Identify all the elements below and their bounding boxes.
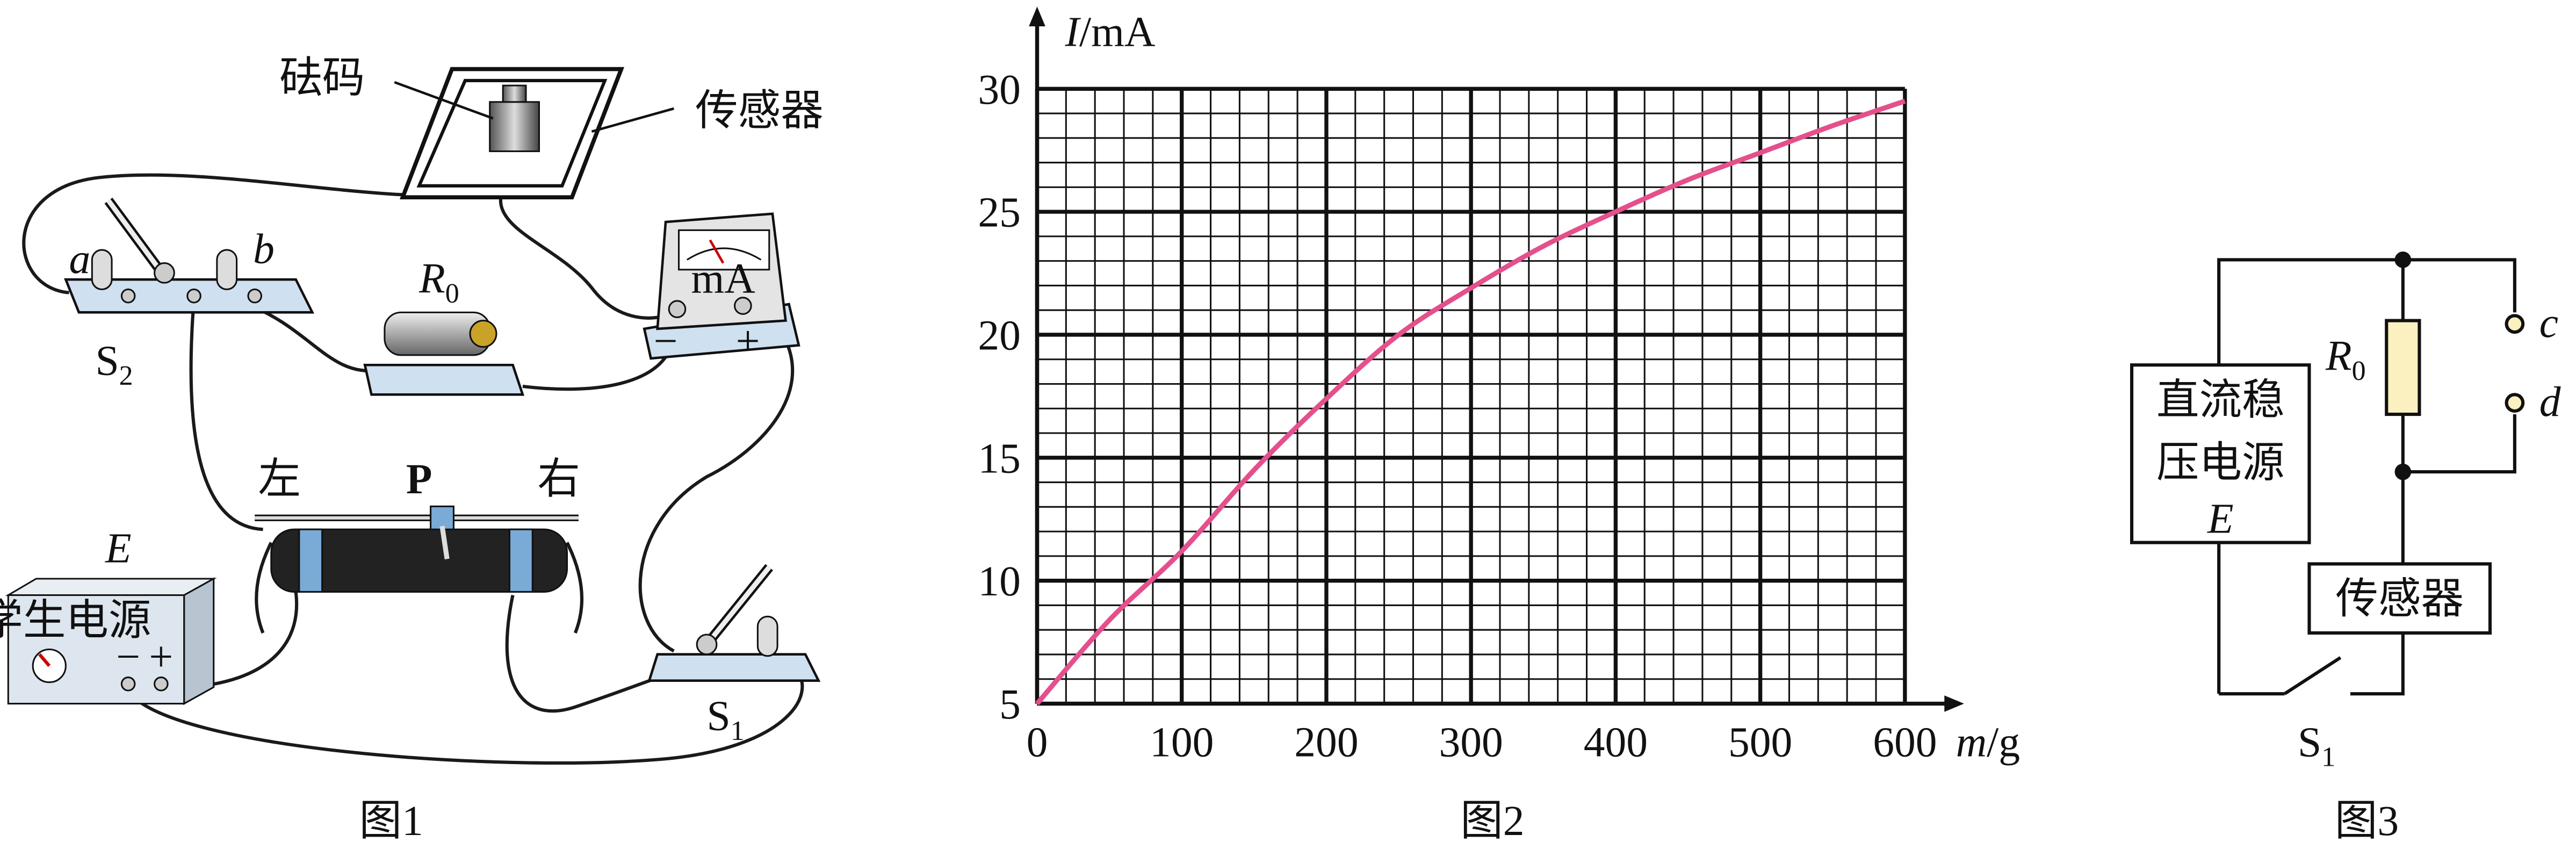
source-name: 学生电源 <box>0 597 151 644</box>
figure-3: 直流稳 压电源 E R0 c d 传感器 S1 图3 <box>2130 251 2561 845</box>
meter-minus: − <box>654 318 678 365</box>
meter-unit: mA <box>691 255 755 303</box>
power-supply <box>5 577 217 706</box>
weight-label: 砝码 <box>279 54 365 102</box>
milliammeter <box>643 212 800 360</box>
source-label: E <box>105 524 132 572</box>
resistor-r0 <box>363 311 525 396</box>
sensor-label: 传感器 <box>695 88 824 135</box>
sensor <box>394 67 674 200</box>
label-main: R <box>418 255 445 303</box>
source-line-1: 直流稳 <box>2156 377 2285 424</box>
label-symbol: m <box>1956 718 1987 766</box>
label-sub: 1 <box>2321 742 2335 773</box>
x-tick-label: 300 <box>1439 718 1503 766</box>
y-tick-label: 25 <box>978 189 1021 236</box>
x-tick-label: 200 <box>1294 718 1358 766</box>
label-unit: /g <box>1987 718 2020 766</box>
terminal-a: a <box>69 235 90 283</box>
switch-s1 <box>647 564 821 682</box>
terminal-c: c <box>2539 299 2558 347</box>
label-sub: 0 <box>2352 356 2366 386</box>
x-tick-label: 0 <box>1027 718 1048 766</box>
figure-2: 图2 I/mA m/g 0 100 200 300 400 500 600 5 10 15 20 25… <box>978 6 2020 845</box>
x-axis-label: m/g <box>1956 718 2020 766</box>
grid <box>1035 87 1907 706</box>
label-main: S <box>2298 718 2321 766</box>
label-symbol: I <box>1064 9 1081 56</box>
label-sub: 0 <box>445 278 459 309</box>
source-minus: − <box>116 633 140 680</box>
switch-s2-label: S2 <box>95 337 133 391</box>
source-line-2: 压电源 <box>2156 439 2285 486</box>
label-main: R <box>2325 332 2352 379</box>
switch-s1-label: S1 <box>2298 718 2335 772</box>
label-main: S <box>95 337 119 385</box>
x-axis-arrow <box>1944 695 1964 712</box>
switch-s1-label: S1 <box>707 692 745 746</box>
caption: 图3 <box>2335 797 2399 845</box>
x-tick-label: 500 <box>1728 718 1792 766</box>
y-tick-label: 15 <box>978 435 1021 482</box>
rheostat-right: 右 <box>537 456 580 503</box>
source-label: E <box>2207 495 2234 542</box>
figure-1: 砝码 传感器 a b S2 R0 mA − + 左 P 右 <box>0 54 824 845</box>
caption: 图2 <box>1460 797 1524 845</box>
r0-label: R0 <box>418 255 459 309</box>
y-axis-arrow <box>1029 6 1045 27</box>
terminal-d: d <box>2539 378 2561 426</box>
x-tick-label: 100 <box>1150 718 1214 766</box>
slider-label: P <box>406 456 432 503</box>
y-tick-label: 10 <box>978 558 1021 605</box>
meter-plus: + <box>736 318 760 365</box>
label-unit: /mA <box>1079 9 1155 56</box>
terminal-b: b <box>253 226 275 273</box>
circuit <box>2130 251 2525 696</box>
label-sub: 1 <box>731 716 745 746</box>
wires <box>22 173 804 765</box>
r0-label: R0 <box>2325 332 2366 386</box>
y-axis-label: I/mA <box>1064 9 1155 56</box>
x-tick-label: 400 <box>1584 718 1648 766</box>
x-tick-label: 600 <box>1873 718 1937 766</box>
y-tick-label: 20 <box>978 312 1021 359</box>
y-tick-label: 30 <box>978 66 1021 113</box>
label-main: S <box>707 692 731 739</box>
caption: 图1 <box>359 797 423 845</box>
y-tick-label: 5 <box>999 681 1021 728</box>
data-curve <box>1035 98 1906 706</box>
label-sub: 2 <box>119 361 133 391</box>
switch-s2 <box>63 197 314 314</box>
rheostat-left: 左 <box>258 456 301 503</box>
sensor-label: 传感器 <box>2335 575 2464 623</box>
source-plus: + <box>149 633 173 680</box>
rheostat <box>255 505 584 634</box>
